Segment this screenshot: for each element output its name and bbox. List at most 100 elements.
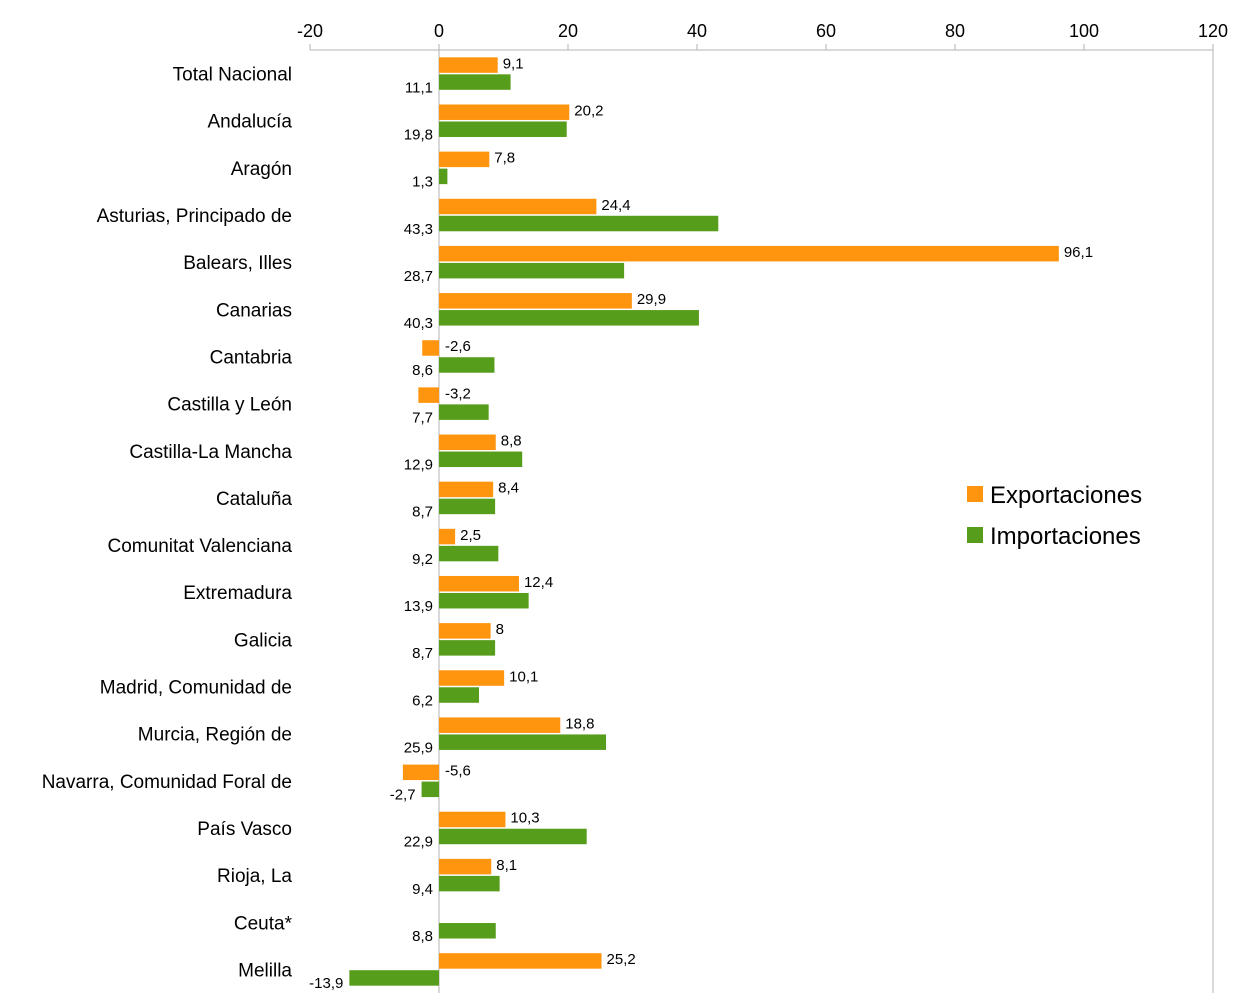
category-label-melilla: Melilla (238, 960, 292, 981)
data-label-importaciones: 25,9 (404, 739, 433, 756)
category-labels: Total Nacional Andalucía Aragón Asturias, P… (42, 65, 293, 982)
data-label-importaciones: 7,7 (412, 409, 433, 426)
data-label-exportaciones: 8,4 (498, 480, 519, 497)
x-tick-label: 40 (687, 21, 707, 41)
data-label-exportaciones: -5,6 (445, 763, 471, 780)
bar-exportaciones (439, 198, 597, 215)
bar-importaciones (439, 262, 625, 279)
bar-exportaciones (439, 434, 496, 451)
data-label-exportaciones: 9,1 (503, 55, 524, 72)
bar-importaciones (439, 121, 567, 137)
category-label-castilla-y-leon: Castilla y León (167, 395, 292, 416)
bar-importaciones (439, 357, 495, 373)
bar-importaciones (439, 404, 489, 420)
bar-importaciones (439, 310, 699, 326)
bar-importaciones (439, 215, 719, 232)
data-label-exportaciones: 18,8 (565, 715, 594, 732)
category-label-madrid-comunidad-de: Madrid, Comunidad de (100, 678, 292, 699)
bar-importaciones (439, 734, 607, 750)
x-tick-label: 100 (1069, 21, 1099, 41)
bar-exportaciones (439, 858, 492, 875)
category-label-aragon: Aragón (231, 159, 292, 180)
data-label-exportaciones: 12,4 (524, 574, 553, 591)
data-label-importaciones: 13,9 (404, 598, 433, 615)
bar-exportaciones (439, 245, 1059, 262)
legend-label-importaciones: Importaciones (990, 523, 1141, 550)
x-tick-label: 20 (558, 21, 578, 41)
data-label-importaciones: 9,4 (412, 881, 433, 898)
bar-importaciones (439, 498, 496, 515)
bar-exportaciones (402, 764, 439, 781)
x-tick-label: 80 (945, 21, 965, 41)
x-tick-label: -20 (297, 21, 323, 41)
data-label-importaciones: 1,3 (412, 174, 433, 191)
bar-importaciones (439, 687, 479, 703)
category-label-pais-vasco: País Vasco (197, 819, 292, 840)
category-label-navarra-comunidad-foral-de: Navarra, Comunidad Foral de (42, 772, 292, 793)
category-label-cantabria: Cantabria (210, 347, 293, 368)
bar-importaciones (439, 828, 587, 845)
data-label-exportaciones: 96,1 (1064, 244, 1093, 261)
bar-importaciones (439, 875, 500, 892)
bar-importaciones (439, 545, 499, 562)
data-label-exportaciones: 10,1 (509, 668, 538, 685)
category-label-balears-illes: Balears, Illes (183, 253, 292, 274)
bar-importaciones (439, 74, 511, 90)
data-label-importaciones: 12,9 (404, 457, 433, 474)
data-label-exportaciones: 24,4 (601, 197, 630, 214)
data-label-exportaciones: 8,8 (501, 433, 522, 450)
bar-exportaciones (439, 623, 491, 639)
bar-exportaciones (439, 104, 570, 120)
data-label-importaciones: 28,7 (404, 268, 433, 285)
data-label-exportaciones: 20,2 (574, 102, 603, 119)
bar-exportaciones (418, 387, 439, 403)
data-label-importaciones: 43,3 (404, 221, 433, 238)
data-label-importaciones: 8,8 (412, 928, 433, 945)
bar-exportaciones (439, 293, 632, 309)
bar-importaciones (421, 781, 439, 798)
bar-exportaciones (439, 57, 498, 73)
data-label-importaciones: 11,1 (405, 79, 433, 96)
bar-importaciones (439, 168, 448, 185)
category-label-total-nacional: Total Nacional (173, 65, 292, 86)
bar-importaciones (439, 451, 523, 468)
data-label-importaciones: 8,7 (412, 645, 433, 662)
legend: Exportaciones Importaciones (967, 482, 1142, 550)
category-label-andalucia: Andalucía (207, 112, 292, 133)
legend-swatch-exportaciones (967, 486, 983, 502)
data-label-exportaciones: 29,9 (637, 291, 666, 308)
data-label-importaciones: 19,8 (404, 126, 433, 143)
data-label-importaciones: 6,2 (412, 692, 433, 709)
category-label-asturias-principado-de: Asturias, Principado de (97, 206, 292, 227)
bars: 9,1 11,1 20,2 19,8 7,8 1,3 24,4 43,3 96,1 28,7 29,… (309, 55, 1093, 992)
bar-exportaciones (439, 481, 494, 498)
data-label-importaciones: -13,9 (309, 975, 343, 992)
bar-importaciones (439, 923, 496, 939)
bar-exportaciones (439, 575, 519, 592)
bar-exportaciones (439, 670, 505, 686)
x-tick-label: 120 (1198, 21, 1228, 41)
bar-importaciones (439, 592, 529, 609)
bar-exportaciones (439, 811, 506, 828)
category-label-rioja-la: Rioja, La (217, 866, 292, 887)
category-label-extremadura: Extremadura (183, 583, 292, 604)
bar-importaciones (349, 970, 439, 986)
data-label-exportaciones: 25,2 (607, 951, 636, 968)
category-label-galicia: Galicia (234, 630, 293, 651)
data-label-exportaciones: -3,2 (445, 385, 471, 402)
category-label-ceuta: Ceuta* (234, 913, 293, 934)
bar-exportaciones (439, 528, 456, 545)
legend-label-exportaciones: Exportaciones (990, 482, 1142, 509)
data-label-exportaciones: 8 (496, 621, 504, 638)
data-label-exportaciones: 8,1 (496, 857, 517, 874)
data-label-importaciones: 22,9 (404, 834, 433, 851)
data-label-exportaciones: -2,6 (445, 338, 471, 355)
bar-exportaciones (439, 953, 602, 969)
category-label-murcia-region-de: Murcia, Región de (138, 725, 292, 746)
x-axis: -20 0 20 40 60 80 100 120 (297, 21, 1228, 993)
legend-swatch-importaciones (967, 527, 983, 543)
category-label-comunitat-valenciana: Comunitat Valenciana (108, 536, 293, 557)
data-label-exportaciones: 2,5 (460, 527, 481, 544)
data-label-importaciones: -2,7 (390, 787, 416, 804)
